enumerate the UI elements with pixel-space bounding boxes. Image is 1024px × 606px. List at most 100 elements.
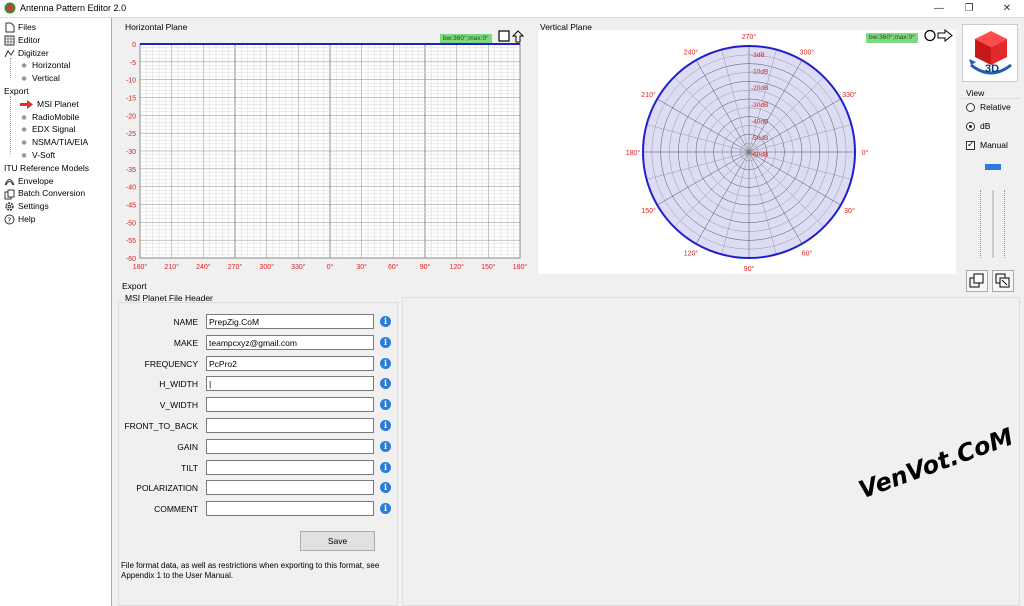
arrow-right-icon [20, 99, 34, 110]
h-width-input[interactable]: | [206, 376, 374, 392]
polar-spoke [748, 151, 852, 180]
copy-view-button[interactable] [966, 270, 988, 292]
sidebar-item-msi-planet[interactable]: MSI Planet [20, 98, 79, 110]
view-group-title: View [966, 88, 985, 98]
y-tick-label: -40 [126, 185, 136, 192]
polarization-input[interactable] [206, 480, 374, 496]
sidebar-item-label: Batch Conversion [18, 188, 86, 199]
sidebar-item-vertical[interactable]: ✱ Vertical [20, 72, 60, 84]
info-icon[interactable]: i [380, 420, 391, 431]
sidebar-item-horizontal[interactable]: ✱ Horizontal [20, 59, 70, 71]
paste-icon [995, 273, 1010, 288]
sidebar-item-settings[interactable]: Settings [4, 200, 49, 212]
range-slider-thumb[interactable] [985, 164, 1001, 170]
sidebar-item-radiomobile[interactable]: ✱ RadioMobile [20, 111, 79, 123]
tree-connector [10, 58, 11, 78]
y-tick-label: -60 [126, 256, 136, 263]
comment-input[interactable] [206, 501, 374, 517]
polar-spoke [673, 76, 750, 153]
envelope-icon [4, 176, 15, 187]
y-tick-label: -55 [126, 238, 136, 245]
info-icon[interactable]: i [380, 440, 391, 452]
vertical-plane-chart[interactable]: 0° 30° 60° 90° 120° 150° 180° 210° 240° 270° 300° 3… [538, 30, 956, 274]
export-section-title: Export [122, 281, 147, 291]
v-width-input[interactable] [206, 397, 374, 413]
polar-spoke [748, 60, 803, 153]
sidebar-item-itu-reference-models[interactable]: ITU Reference Models [4, 162, 89, 174]
horizontal-plane-title: Horizontal Plane [125, 22, 188, 32]
maximize-button[interactable]: ❐ [964, 3, 974, 14]
db-radio[interactable]: dB [966, 121, 990, 132]
name-input[interactable]: PrepZig.CoM [206, 314, 374, 329]
relative-radio-circle[interactable] [966, 103, 975, 113]
polar-spoke [695, 60, 750, 153]
info-icon[interactable]: i [380, 399, 391, 411]
name-label: NAME [173, 317, 198, 327]
sidebar-item-label: Help [18, 214, 36, 224]
manual-checkbox[interactable]: Manual [966, 139, 1008, 151]
sidebar-item-edx-signal[interactable]: ✱ EDX Signal [20, 123, 75, 135]
y-tick-label: -35 [126, 167, 136, 174]
arrow-right-icon[interactable] [937, 29, 953, 42]
horizontal-plane-tools [498, 30, 525, 43]
polar-spoke [657, 98, 750, 153]
y-tick-label: -5 [130, 60, 136, 67]
arrow-up-icon[interactable] [511, 30, 525, 43]
tree-node-dot-icon: ✱ [21, 153, 27, 160]
angle-label: 90° [744, 265, 755, 273]
front-to-back-label: FRONT_TO_BACK [124, 421, 198, 431]
info-icon[interactable]: i [380, 482, 391, 494]
front-to-back-input[interactable] [206, 418, 374, 433]
info-icon[interactable]: i [380, 461, 391, 473]
info-icon[interactable]: i [380, 503, 391, 515]
comment-label: COMMENT [154, 504, 198, 515]
db-radio-circle[interactable] [966, 122, 975, 132]
circle-shape-icon[interactable] [924, 29, 936, 42]
sidebar-item-files[interactable]: Files [4, 21, 36, 33]
tilt-input[interactable] [206, 459, 374, 475]
gear-icon [4, 201, 15, 212]
info-icon[interactable]: i [380, 378, 391, 390]
digitizer-icon [4, 48, 15, 59]
sidebar-item-label: Settings [18, 201, 49, 212]
polar-spoke [646, 151, 750, 180]
minimize-button[interactable]: — [934, 3, 944, 14]
tree-connector [10, 96, 11, 154]
sidebar-item-digitizer[interactable]: Digitizer [4, 47, 49, 59]
sidebar-item-envelope[interactable]: Envelope [4, 175, 53, 187]
tree-node-dot-icon: ✱ [21, 63, 27, 71]
polar-spoke [721, 49, 750, 153]
save-button[interactable]: Save [300, 531, 375, 551]
3d-view-button[interactable]: 3D [962, 24, 1018, 82]
sidebar-item-batch-conversion[interactable]: Batch Conversion [4, 187, 86, 200]
gain-input[interactable] [206, 438, 374, 454]
vertical-plane-tools [924, 29, 953, 42]
close-button[interactable]: ✕ [1002, 3, 1012, 14]
ring-db-label: -10dB [751, 69, 768, 76]
msi-header-group-title: MSI Planet File Header [125, 293, 213, 303]
sidebar-item-nsma-tia-eia[interactable]: ✱ NSMA/TIA/EIA [20, 136, 88, 148]
info-icon[interactable]: i [380, 316, 391, 327]
sidebar-item-editor[interactable]: Editor [4, 34, 40, 46]
paste-view-button[interactable] [992, 270, 1014, 292]
frequency-input[interactable]: PcPro2 [206, 355, 374, 371]
sidebar-item-v-soft[interactable]: ✱ V-Soft [20, 149, 55, 161]
manual-checkbox-box[interactable] [966, 139, 975, 151]
sidebar-item-help[interactable]: ? Help [4, 213, 35, 225]
relative-radio[interactable]: Relative [966, 102, 1011, 113]
horizontal-plane-chart[interactable]: 0-5-10-15-20-25-30-35-40-45-50-55-60180°… [118, 30, 530, 274]
y-tick-label: -20 [126, 113, 136, 120]
polarization-label: POLARIZATION [136, 483, 198, 494]
tree-node-dot-icon: ✱ [21, 114, 27, 122]
sidebar-item-export[interactable]: Export [4, 85, 29, 97]
polar-spoke [748, 98, 841, 153]
sidebar-item-label: Horizontal [32, 60, 71, 71]
range-slider-track[interactable] [992, 190, 994, 258]
square-shape-icon[interactable] [498, 30, 510, 42]
info-icon[interactable]: i [380, 336, 391, 348]
make-input[interactable]: teampcxyz@gmail.com [206, 334, 374, 350]
x-tick-label: 180° [513, 263, 528, 271]
info-icon[interactable]: i [380, 357, 391, 369]
h-width-label: H_WIDTH [159, 379, 198, 390]
x-tick-label: 210° [164, 263, 179, 271]
